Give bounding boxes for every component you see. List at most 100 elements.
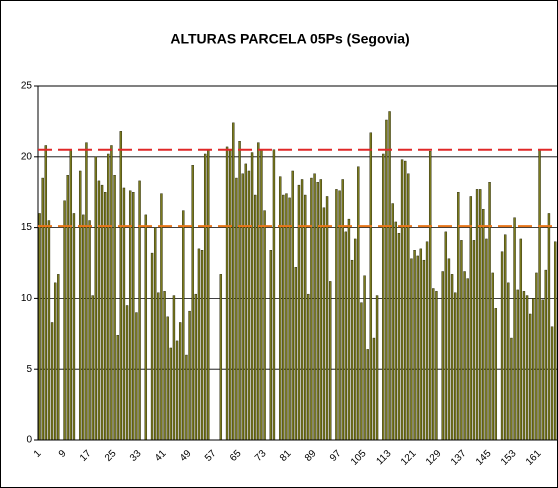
bar [507,282,510,441]
bar [50,322,54,441]
bar [403,160,407,441]
bar [516,289,519,441]
bar [128,190,132,441]
bar [44,145,48,441]
bar [475,189,479,441]
bar [191,165,194,441]
bar [38,213,41,441]
bar [88,220,91,441]
bar [347,218,351,441]
bar [432,288,435,441]
bar [550,326,554,441]
y-tick-label: 0 [26,435,32,446]
bar [157,292,160,441]
y-tick-label: 25 [21,81,33,92]
bar [466,278,469,441]
bar [491,272,494,441]
bar [166,316,169,441]
bar [388,111,391,441]
bar [250,152,254,441]
bar [341,179,344,441]
bar [369,132,373,441]
bar [416,255,419,441]
bar [460,240,463,441]
bar [91,295,94,441]
bar [150,252,154,441]
bar [285,193,288,441]
chart-title: ALTURAS PARCELA 05Ps (Segovia) [170,31,409,47]
bar [382,153,385,441]
bar [541,299,544,441]
bar [247,170,251,441]
bar [232,122,235,441]
bar [53,282,57,441]
bar [482,208,485,441]
bar [310,177,313,441]
bar [300,179,304,441]
bar [325,196,329,441]
bar [235,177,238,441]
bar [169,347,173,441]
bar [335,189,338,441]
bar [385,119,388,441]
bar [172,295,176,441]
bar [182,210,185,441]
bar [428,150,432,441]
bar [175,340,179,441]
bar [357,166,360,441]
bar [119,131,123,441]
y-tick-label: 20 [21,151,33,162]
bar [185,354,188,441]
bar [457,191,460,441]
bar [241,173,244,441]
bar [322,207,326,441]
bar [41,177,44,441]
bar [63,200,66,441]
bar [503,234,507,441]
bar [66,175,69,441]
bar [272,149,276,441]
bar [313,173,316,441]
bar [135,312,138,441]
bar [294,267,298,441]
bar [103,191,107,441]
bar [532,298,535,441]
bar [269,250,273,441]
bar [163,291,166,441]
bar [441,271,444,441]
bar [450,274,454,441]
bar [200,250,204,441]
y-tick-label: 5 [26,364,32,375]
bar [413,250,416,441]
bar [422,259,426,441]
bar [303,194,307,441]
bar [194,293,198,441]
bar [547,213,551,441]
bar [107,153,110,441]
y-tick-label: 15 [21,222,33,233]
bar [244,163,248,441]
bar [400,159,404,441]
bar [553,241,557,441]
bar [419,248,423,441]
bar [469,196,473,441]
bar [485,238,488,441]
bar [57,274,60,441]
bar [278,176,282,441]
bar [132,191,135,441]
bar [435,291,438,441]
bar [513,217,516,441]
bar [528,313,532,441]
bar [500,251,504,441]
bar [188,310,191,441]
bar [94,156,98,441]
bar [297,184,301,441]
bar [82,214,85,441]
bar [535,272,538,441]
y-tick-label: 10 [21,293,33,304]
bar [69,149,73,441]
bar [282,194,285,441]
bar [125,305,129,441]
